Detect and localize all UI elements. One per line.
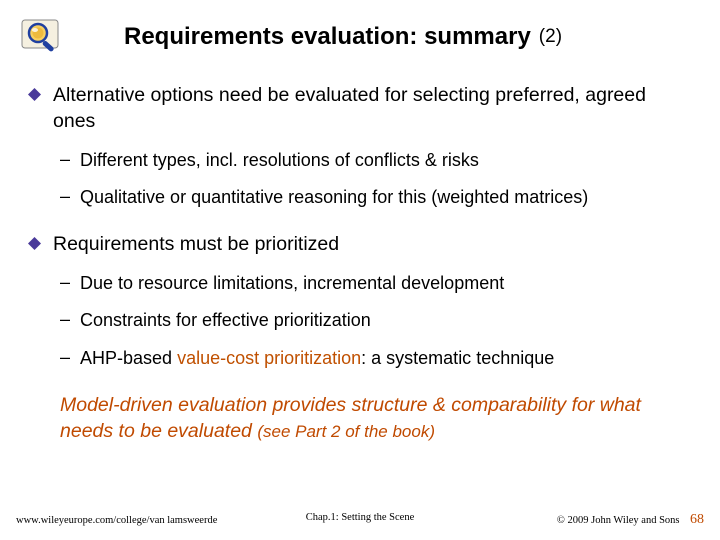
footer-left: www.wileyeurope.com/college/van lamsweer… — [16, 515, 217, 526]
sub-item: – Qualitative or quantitative reasoning … — [60, 186, 692, 209]
dash-icon: – — [60, 149, 70, 170]
diamond-bullet-icon — [28, 237, 41, 250]
bullet-text: Requirements must be prioritized — [53, 231, 339, 257]
dash-icon: – — [60, 347, 70, 368]
italic-summary: Model-driven evaluation provides structu… — [60, 392, 672, 445]
sub-item: – AHP-based value-cost prioritization: a… — [60, 347, 692, 370]
dash-icon: – — [60, 309, 70, 330]
bullet-item: Requirements must be prioritized — [28, 231, 692, 257]
dash-icon: – — [60, 272, 70, 293]
page-number: 68 — [690, 512, 704, 527]
sub-item: – Constraints for effective prioritizati… — [60, 309, 692, 332]
bullet-text: Alternative options need be evaluated fo… — [53, 82, 692, 135]
slide-title-suffix: (2) — [539, 26, 562, 48]
bullet-item: Alternative options need be evaluated fo… — [28, 82, 692, 135]
slide-title: Requirements evaluation: summary — [124, 23, 531, 51]
sub-text: Qualitative or quantitative reasoning fo… — [80, 186, 588, 209]
sub-item: – Due to resource limitations, increment… — [60, 272, 692, 295]
footer-center: Chap.1: Setting the Scene — [306, 512, 414, 523]
sub-text: AHP-based value-cost prioritization: a s… — [80, 347, 554, 370]
sub-text: Due to resource limitations, incremental… — [80, 272, 504, 295]
sub-text: Different types, incl. resolutions of co… — [80, 149, 479, 172]
magnifier-icon — [20, 18, 64, 56]
dash-icon: – — [60, 186, 70, 207]
sub-text: Constraints for effective prioritization — [80, 309, 371, 332]
footer: www.wileyeurope.com/college/van lamsweer… — [0, 512, 720, 528]
footer-right: © 2009 John Wiley and Sons 68 — [557, 512, 704, 528]
diamond-bullet-icon — [28, 88, 41, 101]
sub-item: – Different types, incl. resolutions of … — [60, 149, 692, 172]
